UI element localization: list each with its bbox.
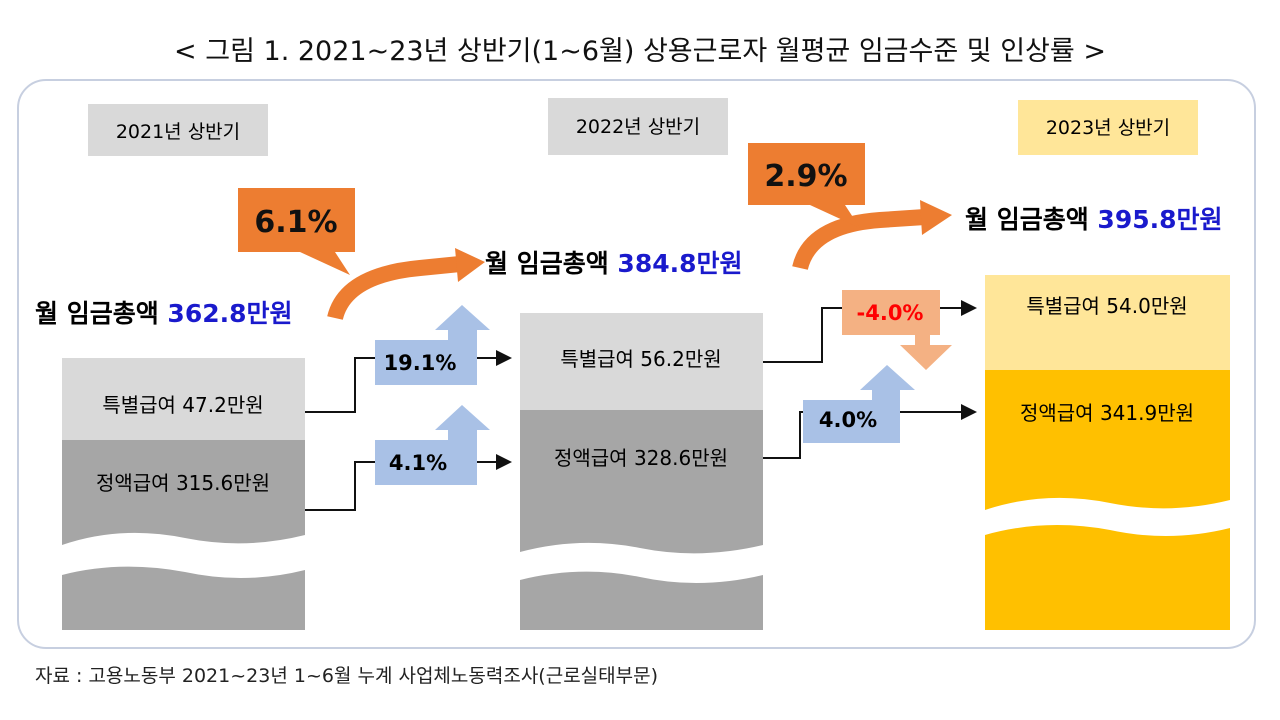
special-bar-2021	[62, 358, 305, 440]
year-label-2023: 2023년 상반기	[1046, 117, 1170, 139]
special-growth-up-arrow-1	[375, 305, 490, 385]
fixed-growth-2: 4.0%	[819, 408, 877, 432]
fixed-label-2021: 정액급여 315.6만원	[96, 471, 270, 495]
fixed-bar-2022	[520, 410, 763, 554]
total-2023: 월 임금총액 395.8만원	[965, 205, 1223, 234]
fixed-label-2023: 정액급여 341.9만원	[1020, 401, 1194, 425]
fixed-label-2022: 정액급여 328.6만원	[554, 446, 728, 470]
fixed-bar-2021	[62, 440, 305, 545]
year-label-2021: 2021년 상반기	[116, 121, 240, 143]
special-growth-2: -4.0%	[857, 301, 924, 325]
fixed-growth-up-arrow-2	[803, 365, 915, 443]
total-2022: 월 임금총액 384.8만원	[485, 249, 743, 278]
total-growth-arrow-2	[792, 209, 926, 271]
total-2021: 월 임금총액 362.8만원	[35, 299, 293, 328]
fixed-bar-2021-base	[62, 566, 305, 630]
total-growth-arrow-1	[327, 256, 461, 321]
special-growth-down-arrow-2	[842, 290, 952, 370]
arrowhead-icon	[455, 248, 485, 282]
total-growth-callout-2	[748, 143, 865, 228]
special-label-2023: 특별급여 54.0만원	[1026, 294, 1187, 318]
fixed-bar-2023	[985, 370, 1230, 510]
special-bar-2023	[985, 275, 1230, 370]
source-note: 자료 : 고용노동부 2021~23년 1~6월 누계 사업체노동력조사(근로실…	[35, 665, 658, 687]
special-bar-2022	[520, 313, 763, 410]
year-label-2022: 2022년 상반기	[576, 116, 700, 138]
arrowhead-icon	[920, 200, 952, 235]
year-label-box-2021	[88, 104, 268, 156]
year-label-box-2023	[1018, 100, 1198, 155]
total-growth-callout-1	[238, 188, 355, 275]
special-label-2022: 특별급여 56.2만원	[560, 347, 721, 371]
fixed-growth-1: 4.1%	[389, 451, 447, 475]
total-growth-1: 6.1%	[254, 205, 337, 240]
figure-title: < 그림 1. 2021~23년 상반기(1~6월) 상용근로자 월평균 임금수…	[174, 36, 1106, 67]
fixed-bar-2022-base	[520, 571, 763, 630]
special-growth-1: 19.1%	[384, 351, 457, 375]
fixed-growth-up-arrow-1	[375, 405, 490, 485]
fixed-bar-2023-base	[985, 525, 1230, 630]
special-label-2021: 특별급여 47.2만원	[102, 393, 263, 417]
total-growth-2: 2.9%	[764, 159, 847, 194]
year-label-box-2022	[548, 98, 728, 155]
